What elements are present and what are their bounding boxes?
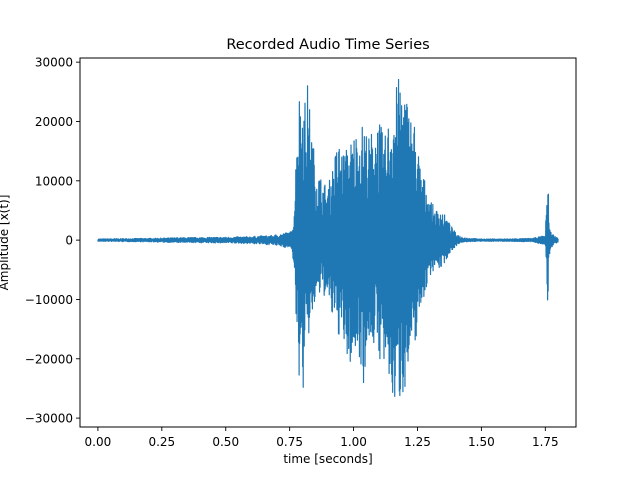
x-tick-label: 1.25 (404, 435, 431, 449)
x-tick-label: 0.25 (148, 435, 175, 449)
y-tick-label: 0 (65, 234, 73, 248)
x-tick-label: 1.50 (468, 435, 495, 449)
series-layer (97, 78, 559, 397)
y-tick-label: −30000 (25, 412, 73, 426)
y-axis-label: Amplitude [x(t)] (0, 195, 11, 291)
x-tick-label: 1.75 (532, 435, 559, 449)
y-tick-label: 30000 (35, 56, 73, 70)
y-axis: −30000 −20000 −10000 0 10000 20000 30000 (25, 56, 80, 426)
y-tick-label: −10000 (25, 293, 73, 307)
x-tick-label: 0.00 (85, 435, 112, 449)
x-tick-label: 1.00 (340, 435, 367, 449)
x-axis-label: time [seconds] (283, 452, 372, 466)
chart-title: Recorded Audio Time Series (226, 37, 429, 53)
y-tick-label: 10000 (35, 174, 73, 188)
plot-frame (79, 57, 577, 428)
x-tick-label: 0.75 (276, 435, 303, 449)
y-tick-label: 20000 (35, 115, 73, 129)
x-tick-label: 0.50 (212, 435, 239, 449)
y-tick-label: −20000 (25, 352, 73, 366)
series-line-0 (97, 78, 559, 397)
x-axis: 0.00 0.25 0.50 0.75 1.00 1.25 1.50 1.75 (85, 427, 559, 449)
